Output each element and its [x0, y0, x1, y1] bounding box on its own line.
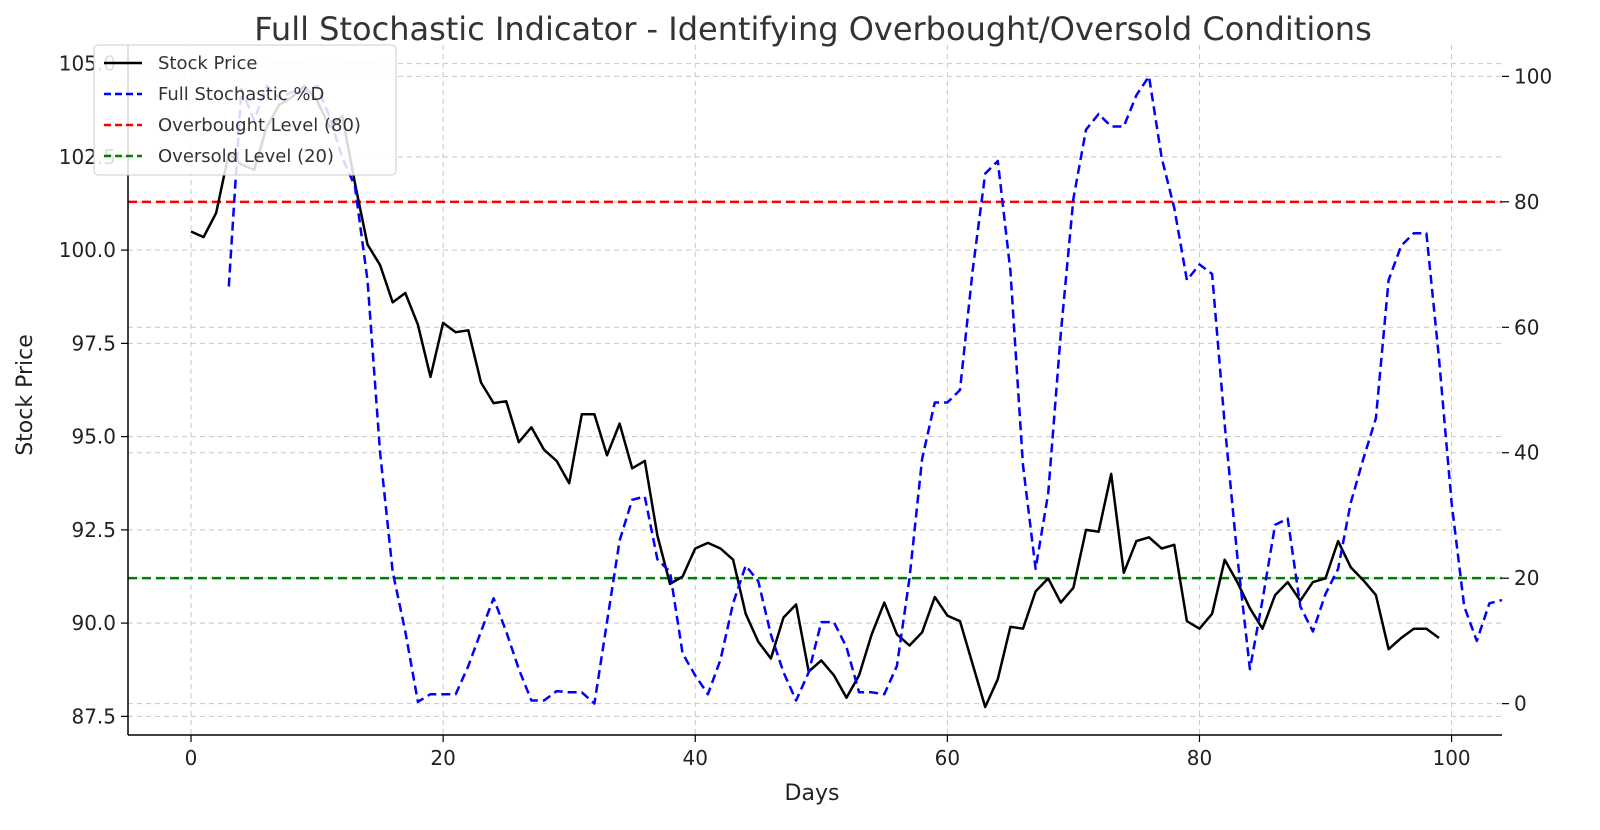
- x-tick-label: 80: [1187, 746, 1212, 770]
- y-tick-label-right: 80: [1514, 190, 1539, 214]
- x-tick-label: 100: [1432, 746, 1470, 770]
- y-tick-label-right: 40: [1514, 441, 1539, 465]
- y-tick-label-right: 20: [1514, 566, 1539, 590]
- legend-label: Full Stochastic %D: [158, 84, 324, 105]
- stochastic-d-line: [227, 75, 1503, 705]
- legend-label: Stock Price: [158, 53, 257, 74]
- x-tick-label: 60: [935, 746, 960, 770]
- legend-box: [93, 44, 397, 176]
- y-tick-label-left: 87.5: [71, 704, 116, 728]
- y-tick-label-right: 100: [1514, 64, 1552, 88]
- series-layer: [190, 75, 1503, 709]
- legend-label: Overbought Level (80): [158, 115, 361, 136]
- reference-lines: [128, 200, 1502, 580]
- y-tick-label-left: 92.5: [71, 518, 116, 542]
- y-tick-label-left: 90.0: [71, 611, 116, 635]
- x-tick-label: 0: [185, 746, 198, 770]
- legend: Stock Price Full Stochastic %D Overbought …: [93, 44, 397, 176]
- y-tick-label-left: 97.5: [71, 331, 116, 355]
- x-axis-label: Days: [785, 781, 840, 806]
- x-tick-label: 40: [683, 746, 708, 770]
- y-tick-label-right: 0: [1514, 692, 1527, 716]
- chart-title: Full Stochastic Indicator - Identifying …: [254, 10, 1371, 48]
- y-tick-label-left: 100.0: [59, 238, 116, 262]
- legend-label: Oversold Level (20): [158, 146, 334, 167]
- y-axis-label: Stock Price: [13, 334, 38, 456]
- y-tick-label-left: 95.0: [71, 425, 116, 449]
- x-tick-label: 20: [430, 746, 455, 770]
- y-tick-label-right: 60: [1514, 315, 1539, 339]
- stock-price-line: [190, 84, 1440, 709]
